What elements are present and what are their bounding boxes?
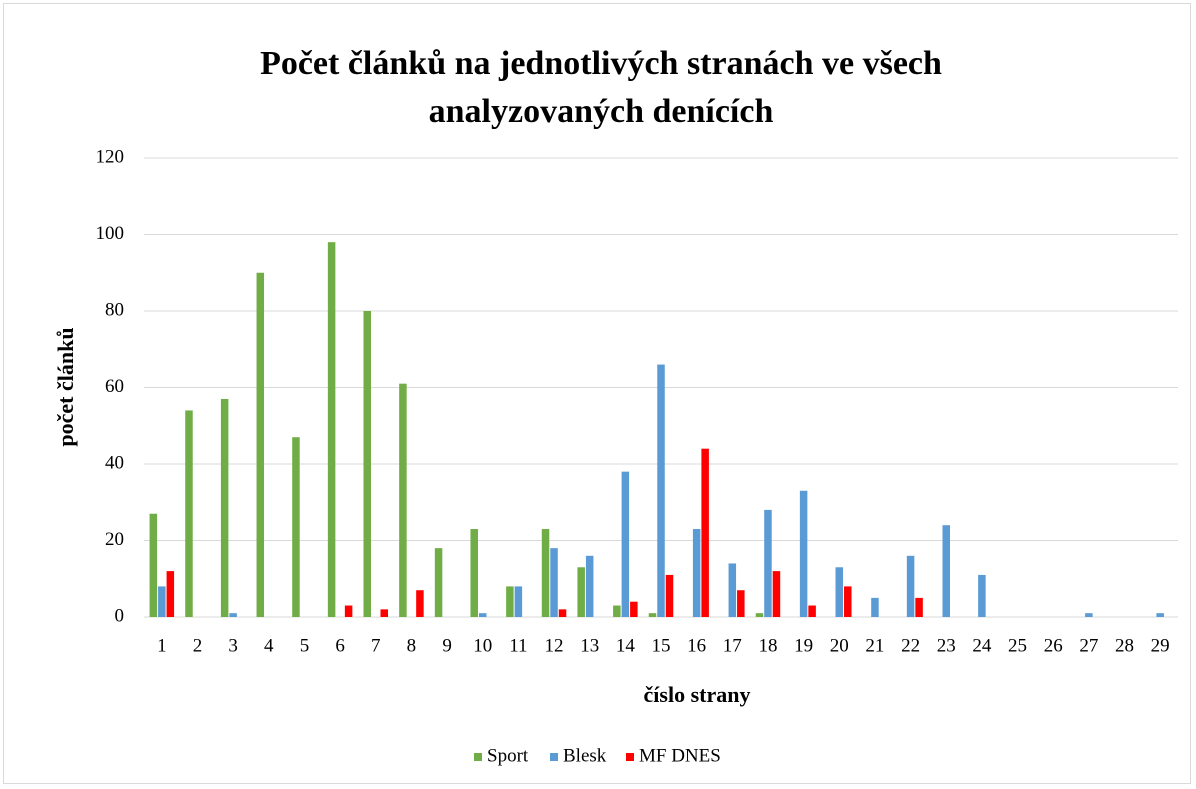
bar (585, 555, 594, 617)
y-tick-label: 20 (105, 529, 124, 550)
bar (701, 448, 709, 617)
bar (434, 548, 443, 617)
bar (764, 509, 772, 617)
bar (158, 586, 166, 617)
bar (506, 586, 514, 617)
bar (728, 563, 737, 617)
bar (149, 513, 158, 617)
bar (327, 242, 336, 617)
legend-label: Blesk (563, 745, 607, 766)
bar (844, 586, 852, 617)
x-tick-label: 23 (937, 635, 956, 656)
bar (737, 590, 745, 617)
bar (416, 590, 424, 617)
x-tick-label: 26 (1044, 635, 1063, 656)
bar (915, 597, 923, 617)
legend-swatch (474, 753, 482, 761)
bar (621, 471, 630, 617)
bar (292, 437, 300, 617)
bar (692, 529, 701, 617)
bar (256, 272, 265, 617)
x-tick-label: 24 (972, 635, 992, 656)
x-tick-label: 8 (407, 635, 417, 656)
x-tick-label: 7 (371, 635, 381, 656)
legend-swatch (626, 753, 634, 761)
x-tick-label: 12 (545, 635, 564, 656)
bar (1085, 613, 1093, 617)
x-tick-label: 21 (865, 635, 884, 656)
bar (978, 574, 986, 617)
x-tick-label: 9 (442, 635, 452, 656)
x-tick-label: 16 (687, 635, 706, 656)
chart-frame (3, 3, 1191, 784)
bar (613, 605, 621, 617)
bar (665, 574, 674, 617)
bar (514, 586, 523, 617)
x-tick-label: 4 (264, 635, 274, 656)
x-tick-label: 29 (1151, 635, 1170, 656)
x-axis-label: číslo strany (644, 682, 751, 707)
bar (755, 613, 764, 617)
bar (1156, 613, 1164, 617)
y-tick-label: 100 (96, 223, 125, 244)
x-tick-label: 1 (157, 635, 167, 656)
bar (772, 571, 781, 617)
legend-label: Sport (487, 745, 529, 766)
bar (541, 529, 550, 617)
y-axis-label: počet článků (53, 327, 78, 446)
x-tick-label: 11 (509, 635, 527, 656)
x-tick-label: 2 (193, 635, 203, 656)
bar (799, 490, 808, 617)
y-tick-label: 40 (105, 452, 124, 473)
bar (166, 571, 175, 617)
x-tick-label: 27 (1079, 635, 1098, 656)
x-tick-label: 15 (652, 635, 671, 656)
x-tick-label: 18 (758, 635, 777, 656)
bar (577, 567, 585, 617)
x-tick-label: 17 (723, 635, 742, 656)
legend-swatch (550, 753, 558, 761)
x-tick-label: 5 (300, 635, 310, 656)
bar (906, 555, 915, 617)
bar (229, 613, 237, 617)
bar (558, 609, 567, 617)
y-tick-label: 60 (105, 376, 124, 397)
bar (344, 605, 353, 617)
bar (363, 311, 372, 617)
bar (399, 383, 407, 617)
x-tick-label: 19 (794, 635, 813, 656)
bar (808, 605, 816, 617)
bar (630, 601, 638, 617)
bar (470, 529, 478, 617)
bar (478, 613, 487, 617)
x-tick-label: 28 (1115, 635, 1134, 656)
chart-title: Počet článků na jednotlivých stranách ve… (260, 45, 942, 130)
y-tick-label: 80 (105, 299, 124, 320)
x-tick-label: 3 (228, 635, 238, 656)
x-tick-label: 14 (616, 635, 636, 656)
x-tick-label: 6 (335, 635, 345, 656)
y-tick-label: 0 (115, 605, 125, 626)
bar (871, 597, 879, 617)
bar (550, 548, 558, 617)
x-tick-label: 22 (901, 635, 920, 656)
bar (942, 525, 950, 617)
bar (220, 398, 229, 617)
y-tick-label: 120 (96, 146, 125, 167)
bar (657, 364, 665, 617)
bar (185, 410, 193, 617)
x-tick-label: 25 (1008, 635, 1027, 656)
bar (380, 609, 389, 617)
bar (835, 567, 844, 617)
legend-label: MF DNES (639, 745, 721, 766)
x-tick-label: 13 (580, 635, 599, 656)
x-tick-label: 20 (830, 635, 849, 656)
x-tick-label: 10 (473, 635, 492, 656)
bar (648, 613, 657, 617)
